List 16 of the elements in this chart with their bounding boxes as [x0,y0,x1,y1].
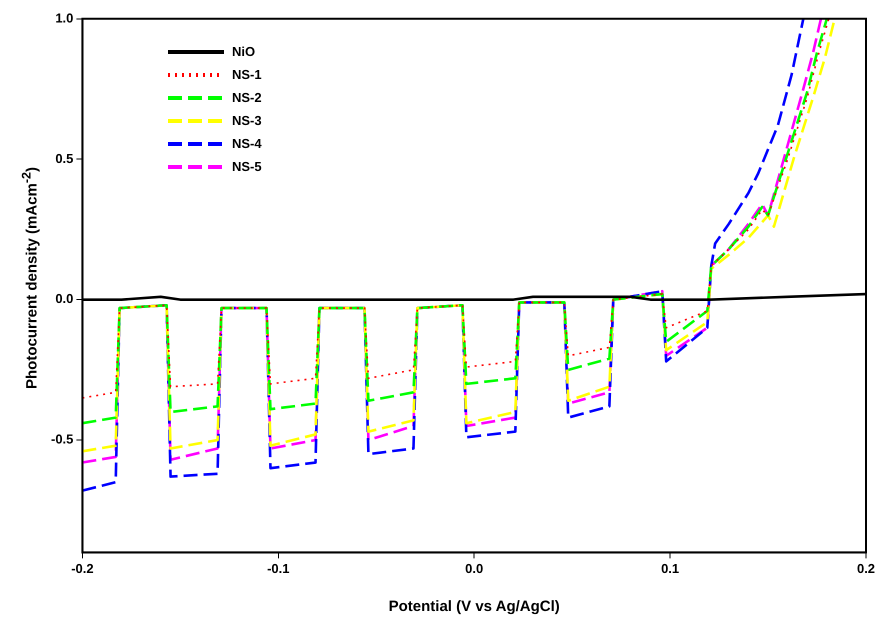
y-tick-label: 0.0 [55,291,74,306]
legend-label: NS-2 [232,90,262,105]
x-tick-label: -0.2 [71,560,94,576]
x-tick-label: 0.1 [661,560,680,576]
legend-label: NS-1 [232,67,262,82]
x-axis-title: Potential (V vs Ag/AgCl) [388,598,560,616]
legend-label: NS-3 [232,113,262,128]
x-tick-label: -0.1 [267,560,290,576]
legend-label: NiO [232,44,256,59]
legend-label: NS-4 [232,136,262,151]
y-tick-label: 1.0 [55,10,74,26]
y-tick-label: -0.5 [50,432,74,447]
x-tick-label: 0.2 [856,560,876,576]
legend-label: NS-5 [232,159,262,174]
x-tick-label: 0.0 [465,560,484,576]
y-tick-label: 0.5 [55,150,74,166]
